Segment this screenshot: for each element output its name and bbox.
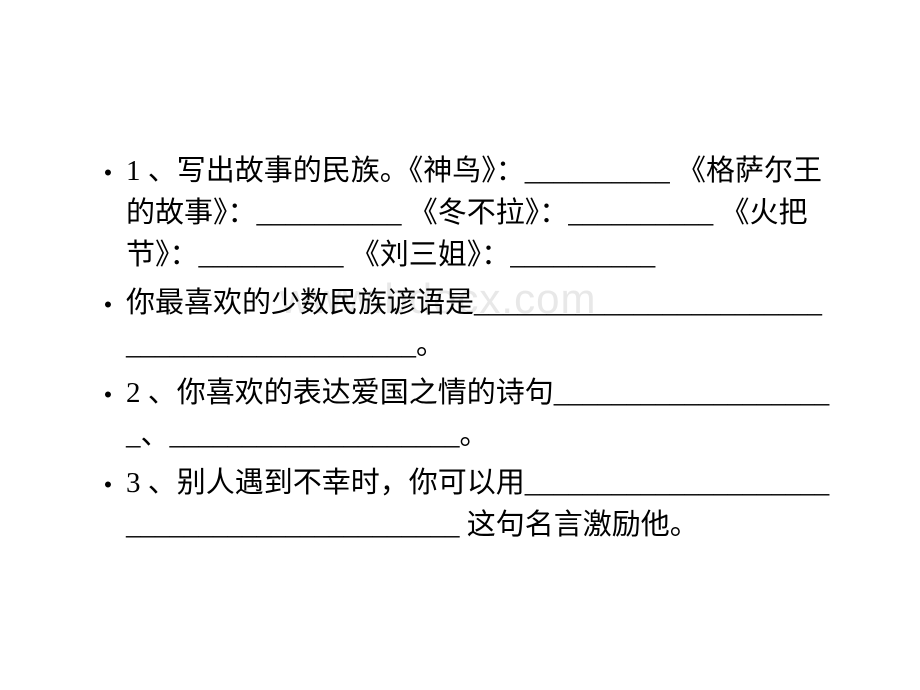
item-text: 3 、别人遇到不幸时，你可以用_________________________… bbox=[126, 462, 830, 546]
slide-container: www.bdocx.com • 1 、写出故事的民族。《神鸟》：________… bbox=[0, 0, 920, 690]
list-item: • 你最喜欢的少数民族谚语是__________________________… bbox=[90, 282, 830, 366]
bullet-icon: • bbox=[90, 150, 126, 276]
bullet-icon: • bbox=[90, 282, 126, 366]
list-item: • 1 、写出故事的民族。《神鸟》：__________ 《格萨尔王的故事》：_… bbox=[90, 150, 830, 276]
bullet-icon: • bbox=[90, 372, 126, 456]
list-item: • 3 、别人遇到不幸时，你可以用_______________________… bbox=[90, 462, 830, 546]
item-text: 你最喜欢的少数民族谚语是____________________________… bbox=[126, 282, 830, 366]
bullet-icon: • bbox=[90, 462, 126, 546]
item-text: 2 、你喜欢的表达爱国之情的诗句____________________、___… bbox=[126, 372, 830, 456]
item-text: 1 、写出故事的民族。《神鸟》：__________ 《格萨尔王的故事》：___… bbox=[126, 150, 830, 276]
list-item: • 2 、你喜欢的表达爱国之情的诗句____________________、_… bbox=[90, 372, 830, 456]
content-area: • 1 、写出故事的民族。《神鸟》：__________ 《格萨尔王的故事》：_… bbox=[90, 150, 830, 546]
